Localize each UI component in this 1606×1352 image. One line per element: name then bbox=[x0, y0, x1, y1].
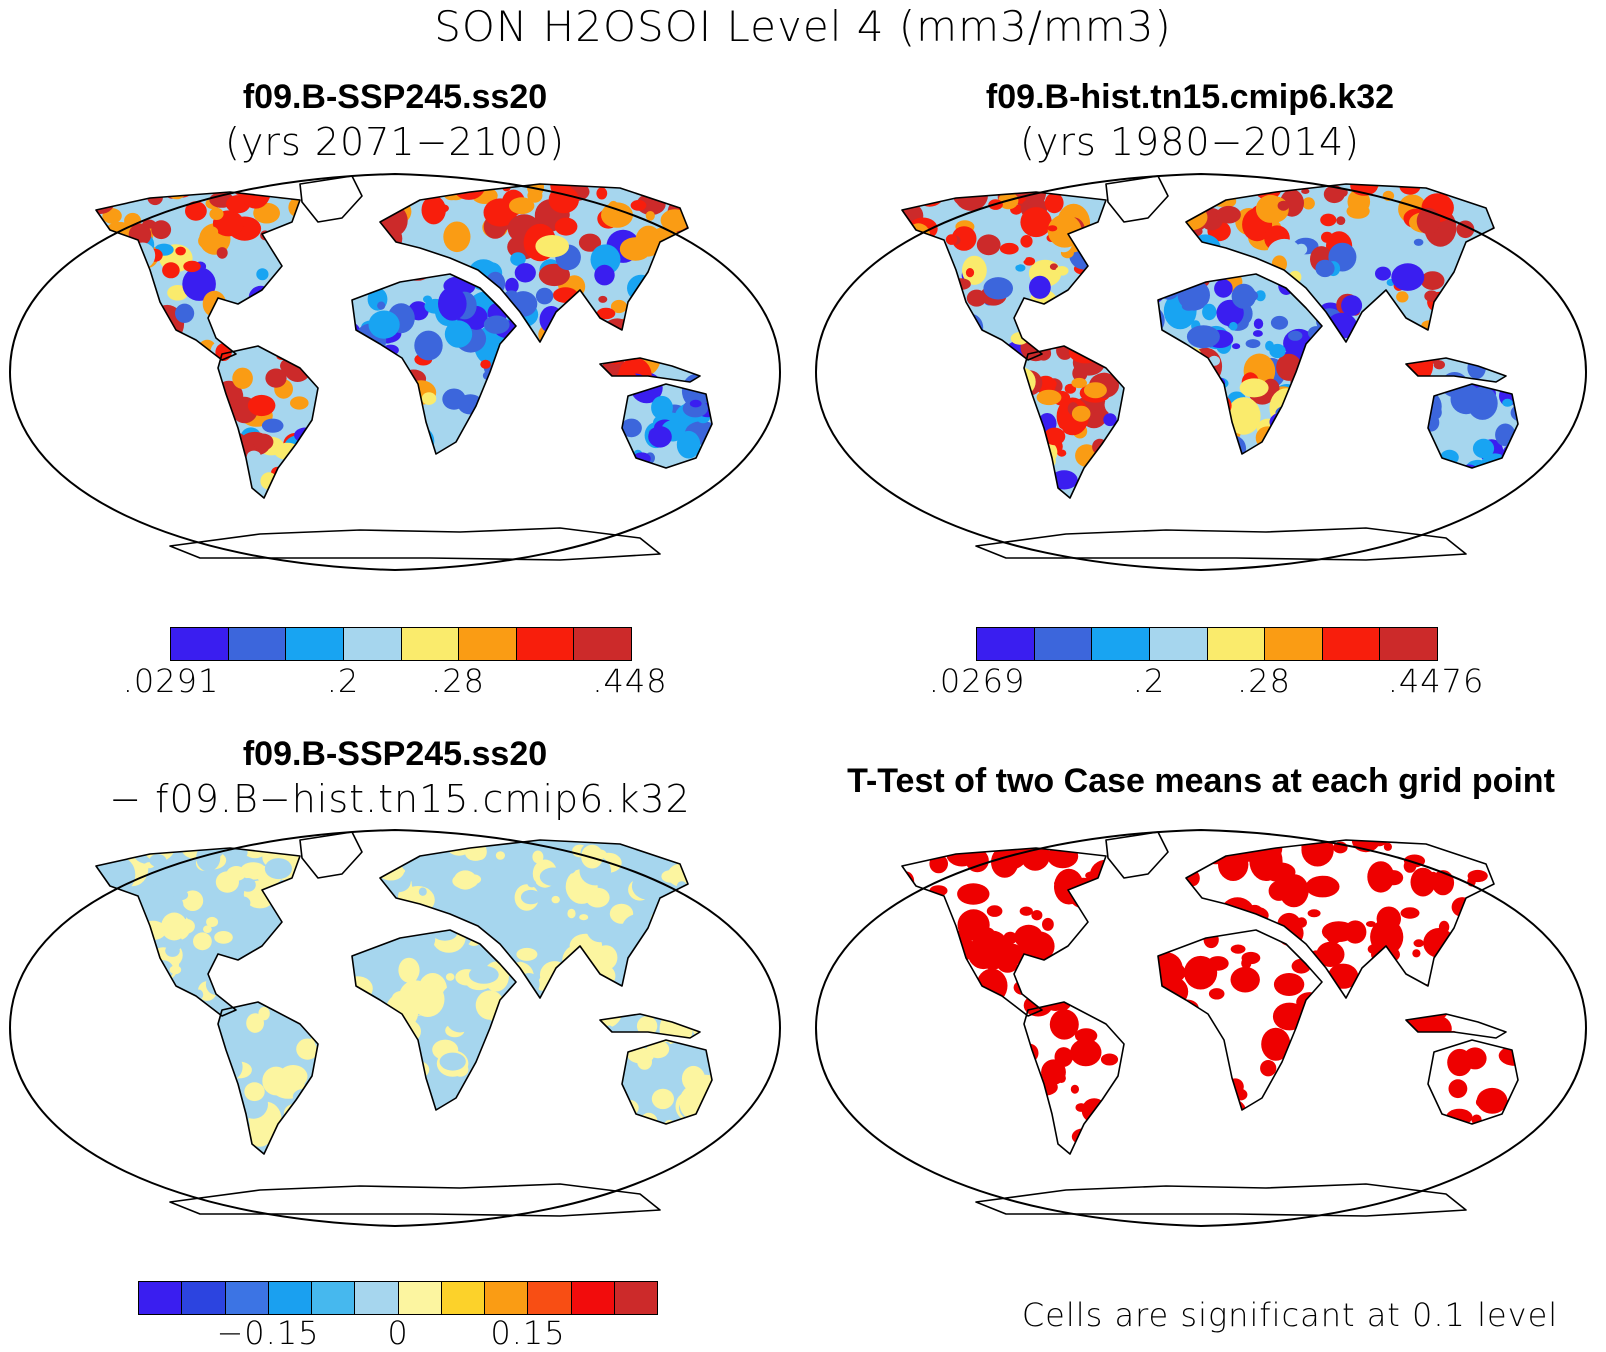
coastline bbox=[1157, 273, 1323, 455]
colorbar-tick-label: .2 bbox=[326, 662, 360, 700]
coastline bbox=[975, 527, 1467, 561]
colorbar-tick-label: .448 bbox=[592, 662, 668, 700]
colorbar-swatch bbox=[574, 628, 631, 660]
map-bottom-left bbox=[9, 829, 781, 1227]
significance-note: Cells are significant at 0.1 level bbox=[1021, 1296, 1559, 1334]
colorbar-swatch bbox=[1207, 628, 1266, 660]
colorbar-swatch bbox=[459, 628, 517, 660]
colorbar-tick-label: .4476 bbox=[1387, 662, 1485, 700]
map-border bbox=[9, 829, 781, 1227]
colorbar-swatch bbox=[268, 1282, 312, 1314]
colorbar-tick-label: .2 bbox=[1132, 662, 1166, 700]
coastline bbox=[169, 1183, 661, 1217]
panel-title-bottom-left: f09.B-SSP245.ss20 bbox=[242, 735, 548, 773]
colorbar-swatch bbox=[441, 1282, 485, 1314]
coastline bbox=[351, 929, 517, 1111]
coastline bbox=[621, 383, 713, 469]
coastline bbox=[1157, 929, 1323, 1111]
colorbar-top-right bbox=[976, 627, 1438, 661]
coastline bbox=[379, 183, 689, 343]
colorbar-tick-label: .0291 bbox=[122, 662, 220, 700]
coastline bbox=[901, 191, 1107, 361]
colorbar-tick-label: .0269 bbox=[928, 662, 1026, 700]
map-border bbox=[815, 173, 1587, 571]
coastline bbox=[1023, 345, 1125, 499]
panel-title-top-left: f09.B-SSP245.ss20 bbox=[242, 78, 548, 116]
colorbar-swatch bbox=[312, 1282, 356, 1314]
colorbar-swatch bbox=[977, 628, 1035, 660]
coastline bbox=[1185, 839, 1495, 999]
land-area bbox=[1024, 1002, 1124, 1154]
coastline bbox=[379, 839, 689, 999]
colorbar-swatch bbox=[571, 1282, 615, 1314]
colorbar-swatch bbox=[1380, 628, 1437, 660]
panel-title-top-right: f09.B-hist.tn15.cmip6.k32 bbox=[985, 78, 1395, 116]
colorbar-tick-label: .28 bbox=[1237, 662, 1291, 700]
coastline bbox=[217, 1001, 319, 1155]
colorbar-swatch bbox=[398, 1282, 442, 1314]
colorbar-swatch bbox=[401, 628, 460, 660]
colorbar-tick-label: .28 bbox=[431, 662, 485, 700]
panel-subtitle-top-right: (yrs 1980−2014) bbox=[1020, 120, 1360, 164]
colorbar-swatch bbox=[1034, 628, 1093, 660]
colorbar-swatch bbox=[139, 1282, 183, 1314]
coastline bbox=[1023, 1001, 1125, 1155]
coastline bbox=[599, 1013, 701, 1039]
panel-subtitle-top-left: (yrs 2071−2100) bbox=[225, 120, 565, 164]
colorbar-swatch bbox=[228, 628, 287, 660]
coastline bbox=[901, 847, 1107, 1017]
map-border bbox=[9, 173, 781, 571]
colorbar-swatch bbox=[182, 1282, 226, 1314]
colorbar-swatch bbox=[355, 1282, 399, 1314]
colorbar-swatch bbox=[516, 628, 575, 660]
map-border bbox=[815, 829, 1587, 1227]
coastline bbox=[1405, 1013, 1507, 1039]
colorbar-swatch bbox=[1149, 628, 1208, 660]
colorbar-swatch bbox=[1092, 628, 1150, 660]
map-bottom-right bbox=[815, 829, 1587, 1227]
coastline bbox=[975, 1183, 1467, 1217]
coastline bbox=[599, 357, 701, 383]
coastline bbox=[621, 1039, 713, 1125]
colorbar-swatch bbox=[528, 1282, 572, 1314]
figure-title: SON H2OSOI Level 4 (mm3/mm3) bbox=[434, 2, 1172, 51]
coastline bbox=[217, 345, 319, 499]
colorbar-tick-label: −0.15 bbox=[216, 1314, 320, 1352]
colorbar-swatch bbox=[171, 628, 229, 660]
colorbar-swatch bbox=[286, 628, 344, 660]
coastline bbox=[1427, 383, 1519, 469]
coastline bbox=[1185, 183, 1495, 343]
coastline bbox=[169, 527, 661, 561]
coastline bbox=[95, 191, 301, 361]
coastline bbox=[95, 847, 301, 1017]
panel-title-bottom-right: T-Test of two Case means at each grid po… bbox=[847, 762, 1555, 800]
colorbar-swatch bbox=[343, 628, 402, 660]
coastline bbox=[1427, 1039, 1519, 1125]
colorbar-swatch bbox=[614, 1282, 657, 1314]
colorbar-swatch bbox=[225, 1282, 269, 1314]
colorbar-swatch bbox=[485, 1282, 529, 1314]
colorbar-swatch bbox=[1265, 628, 1323, 660]
colorbar-tick-label: 0.15 bbox=[490, 1314, 566, 1352]
panel-subtitle-bottom-left: − f09.B−hist.tn15.cmip6.k32 bbox=[109, 777, 691, 821]
colorbar-tick-label: 0 bbox=[387, 1314, 409, 1352]
colorbar-top-left bbox=[170, 627, 632, 661]
map-top-left bbox=[9, 173, 781, 571]
coastline bbox=[351, 273, 517, 455]
colorbar-swatch bbox=[1322, 628, 1381, 660]
map-top-right bbox=[815, 173, 1587, 571]
coastline bbox=[1405, 357, 1507, 383]
colorbar-bottom-left bbox=[138, 1281, 658, 1315]
